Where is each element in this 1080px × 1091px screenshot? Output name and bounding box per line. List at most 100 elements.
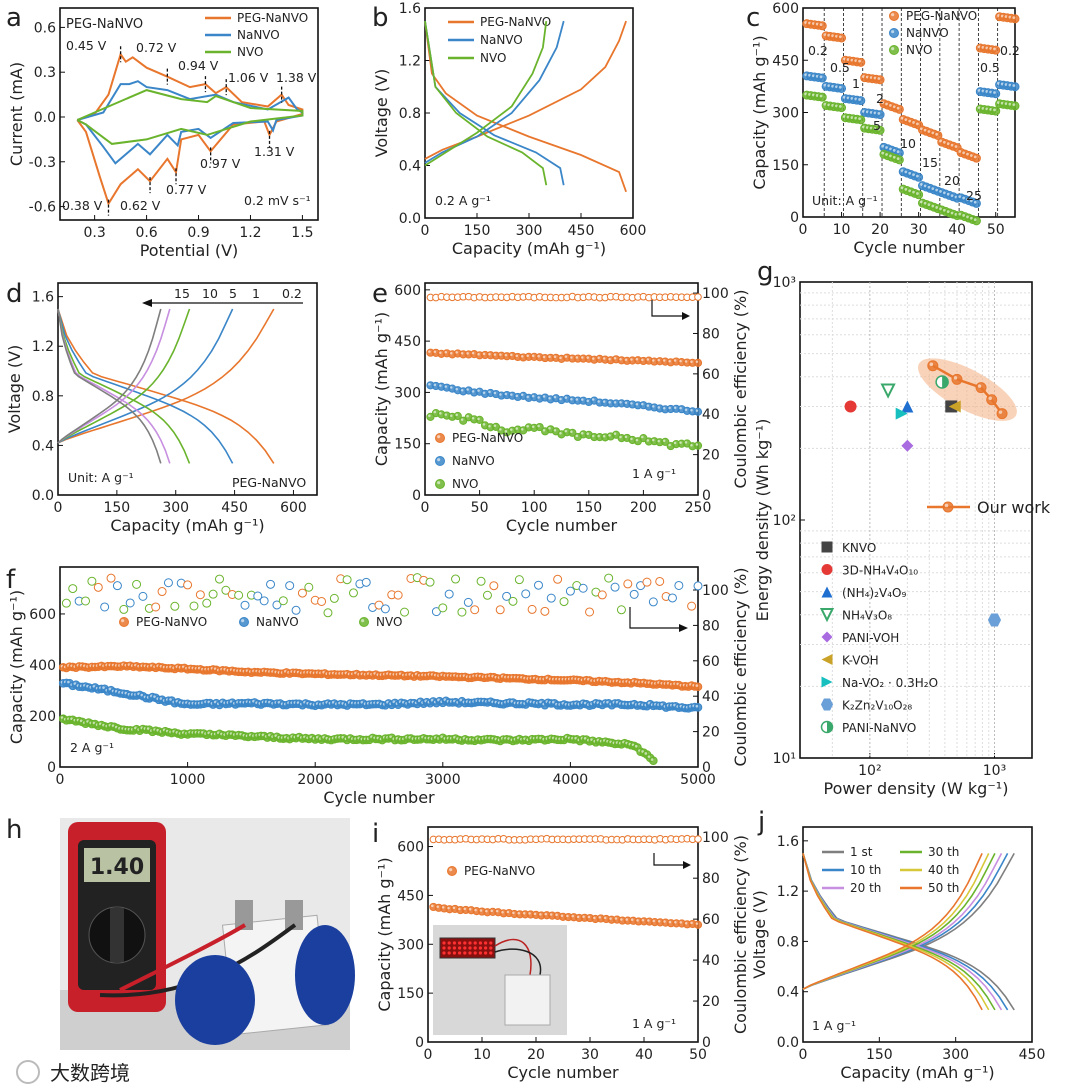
panel-letter-f: f (6, 565, 16, 595)
panel-letter-h: h (6, 815, 22, 845)
y2-tick-label: 20 (702, 994, 720, 1010)
rate-point-highlight (892, 155, 896, 159)
capacity-point-highlight (471, 390, 475, 393)
rate-point (1010, 101, 1020, 111)
rate-point-highlight (919, 200, 923, 204)
capacity-point (693, 441, 703, 450)
y-tick-label: 300 (397, 937, 424, 953)
led-dot (484, 946, 488, 950)
legend-item: KNVO (842, 541, 876, 555)
plot-frame-a (59, 7, 319, 221)
rate-point-highlight (931, 187, 935, 191)
capacity-point-highlight (695, 922, 699, 925)
plot-frame-j (802, 826, 1033, 1043)
ce-point (61, 598, 71, 608)
rate-point-highlight (885, 146, 888, 149)
arrow-head-icon (142, 299, 152, 307)
capacity-point-highlight (542, 395, 546, 398)
rate-point (914, 172, 924, 182)
rate-point-highlight (993, 47, 996, 51)
rate-point-highlight (858, 59, 862, 63)
peak-label: 1.31 V (254, 144, 295, 159)
rate-label: 0.2 (1000, 43, 1020, 58)
capacity-point-highlight (449, 386, 453, 389)
capacity-point-highlight (695, 684, 699, 687)
ce-point (240, 600, 250, 610)
x-axis-label: Cycle number (507, 1063, 619, 1082)
legend-item-marker-highlight (361, 619, 365, 623)
rate-point-highlight (946, 192, 950, 196)
x-tick-label: 600 (280, 500, 307, 516)
gloved-hand-right (295, 925, 355, 1025)
peak-label: 0.97 V (200, 156, 241, 171)
capacity-point-highlight (591, 434, 595, 438)
capacity-point-highlight (679, 359, 682, 363)
led-dot (442, 941, 446, 945)
rate-point-highlight (935, 206, 939, 209)
x-axis-label: Capacity (mAh g⁻¹) (110, 516, 264, 535)
ce-point (597, 590, 607, 600)
ce-point (119, 604, 129, 614)
legend-marker-8-fill (827, 721, 833, 733)
ce-point (138, 591, 148, 601)
discharge-curve-4 (802, 853, 990, 1011)
capacity-point-highlight (624, 401, 628, 405)
rate-point-highlight (916, 192, 919, 195)
rate-point-highlight (946, 142, 950, 146)
legend-our-work-marker-highlight (944, 503, 949, 508)
capacity-point-highlight (477, 417, 480, 421)
capacity-point-highlight (102, 686, 105, 689)
x-tick-label: 40 (948, 222, 966, 238)
capacity-point-highlight (439, 384, 442, 387)
legend-marker-2 (821, 586, 833, 598)
rate-point (991, 89, 1001, 99)
capacity-point-highlight (641, 435, 644, 439)
capacity-point-highlight (539, 700, 542, 704)
capacity-point-highlight (644, 752, 648, 755)
x-tick-label: 10 (473, 1047, 491, 1063)
inset-led-photo (433, 925, 567, 1035)
panel-letter-a: a (6, 3, 22, 33)
capacity-point-highlight (501, 910, 504, 914)
rate-point-highlight (838, 35, 842, 39)
capacity-point-highlight (650, 758, 654, 761)
legend-item-marker (435, 479, 445, 489)
capacity-point-highlight (559, 432, 562, 435)
pouch-cell (504, 974, 551, 1026)
legend-our-work-marker (942, 501, 954, 513)
panel-letter-c: c (746, 3, 760, 33)
capacity-point-highlight (73, 682, 77, 685)
rate-point-highlight (958, 195, 962, 199)
x-tick-label: 100 (521, 500, 548, 516)
rate-point-highlight (900, 116, 904, 120)
panel-letter-g: g (757, 257, 774, 287)
rate-point-highlight (966, 152, 969, 156)
y-tick-label: 0.6 (34, 20, 56, 36)
capacity-point-highlight (549, 913, 553, 916)
x-tick-label: 600 (620, 223, 647, 239)
ce-point (266, 579, 276, 589)
capacity-point-highlight (553, 428, 557, 432)
scan-rate-label: 0.2 mV s⁻¹ (244, 193, 311, 208)
capacity-point-highlight (663, 920, 666, 923)
capacity-point-highlight (553, 355, 557, 359)
capacity-point-highlight (504, 429, 508, 433)
rate-point-highlight (923, 128, 927, 132)
capacity-point-highlight (630, 918, 634, 921)
ce-point (425, 577, 435, 587)
y2-tick-label: 0 (702, 760, 711, 776)
ce-point (642, 577, 652, 587)
y2-tick-label: 100 (702, 286, 729, 302)
rate-point-highlight (962, 214, 966, 217)
rate-point-highlight (819, 75, 823, 79)
capacity-point-highlight (657, 920, 661, 923)
plot-frame-i (427, 826, 699, 1043)
capacity-point-highlight (662, 359, 666, 362)
discharge-curve-3 (57, 308, 171, 464)
rate-point (914, 190, 924, 200)
rate-point-highlight (916, 174, 919, 178)
y2-axis-label: Coulombic efficiency (%) (731, 835, 750, 1034)
rate-point-highlight (993, 108, 996, 112)
y-axis-label: Capacity (mAh g⁻¹) (375, 857, 394, 1011)
